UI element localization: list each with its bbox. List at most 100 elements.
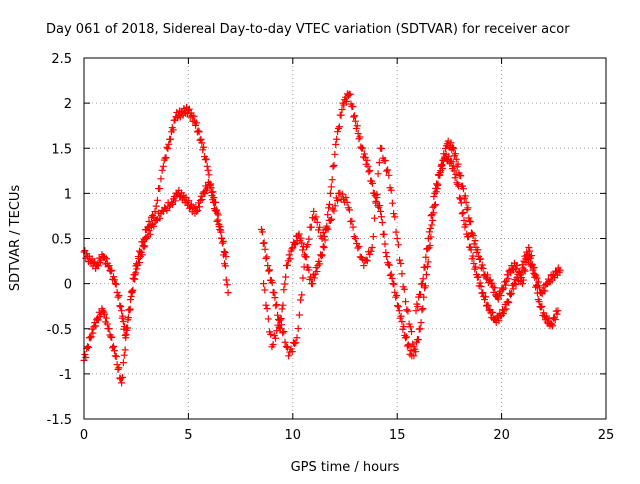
data-point-interp (145, 217, 153, 225)
y-tick-label: -0.5 (47, 323, 72, 338)
data-point-interp (158, 166, 166, 174)
data-point-interp (195, 203, 203, 211)
data-point-interp (494, 295, 502, 303)
data-point-interp (462, 221, 470, 229)
data-point-interp (121, 346, 129, 354)
tick-layer: 0 5 10 15 20 25 -1.5 -1 -0.5 0 0.5 1 1.5 2 2.5 (47, 52, 615, 443)
data-point-interp (269, 341, 277, 349)
data-point-interp (382, 167, 390, 175)
data-point (293, 334, 301, 342)
data-point-interp (540, 309, 548, 317)
data-point-interp (112, 352, 120, 360)
data-point-interp (117, 303, 125, 311)
data-point-interp (541, 287, 549, 295)
data-point (368, 244, 376, 252)
data-point-interp (449, 143, 457, 151)
data-point-interp (298, 239, 306, 247)
data-point-interp (459, 209, 467, 217)
data-point-interp (104, 263, 112, 271)
data-point-interp (190, 112, 198, 120)
x-axis-title: GPS time / hours (291, 460, 400, 475)
data-point-interp (288, 348, 296, 356)
data-point-interp (213, 209, 221, 217)
data-point-interp (503, 271, 511, 279)
data-point-interp (273, 327, 281, 335)
data-point-interp (214, 211, 222, 219)
data-point-interp (149, 221, 157, 229)
data-point (437, 162, 445, 170)
data-point-interp (112, 280, 120, 288)
data-point-interp (474, 273, 482, 281)
data-point-interp (375, 159, 383, 167)
x-tick-label: 0 (80, 428, 88, 443)
data-point-interp (479, 264, 487, 272)
data-point-interp (349, 223, 357, 231)
data-point-interp (519, 276, 527, 284)
data-point-interp (127, 288, 135, 296)
data-point-interp (156, 214, 164, 222)
data-point-interp (282, 273, 290, 281)
data-point-interp (200, 143, 208, 151)
data-point-interp (390, 210, 398, 218)
data-point-interp (110, 342, 118, 350)
data-point-interp (502, 305, 510, 313)
data-point-interp (192, 119, 200, 127)
data-point-interp (331, 202, 339, 210)
data-point-interp (221, 262, 229, 270)
data-point-interp (87, 333, 95, 341)
data-point-interp (92, 322, 100, 330)
data-point-interp (281, 280, 289, 288)
data-point-interp (396, 256, 404, 264)
data-point-interp (385, 261, 393, 269)
data-point-interp (297, 296, 305, 304)
data-point-interp (351, 112, 359, 120)
data-point-interp (392, 228, 400, 236)
data-point-interp (102, 314, 110, 322)
data-point (410, 352, 418, 360)
data-point-interp (440, 150, 448, 158)
data-point (203, 162, 211, 170)
data-point-interp (366, 167, 374, 175)
data-point-interp (153, 196, 161, 204)
data-point-interp (469, 232, 477, 240)
data-point-interp (392, 293, 400, 301)
data-point-interp (198, 139, 206, 147)
data-point-interp (398, 270, 406, 278)
data-point-interp (220, 251, 228, 259)
grid-layer (84, 58, 606, 419)
data-point-interp (126, 306, 134, 314)
data-point-interp (272, 302, 280, 310)
data-point-interp (484, 271, 492, 279)
data-point (351, 235, 359, 242)
data-point (197, 135, 205, 143)
data-point-interp (367, 247, 375, 255)
data-point-interp (476, 255, 484, 263)
data-point-interp (150, 222, 158, 230)
data-point-interp (359, 153, 367, 161)
data-point-interp (297, 234, 305, 242)
data-point-interp (165, 140, 173, 148)
data-point-interp (422, 253, 430, 261)
data-point-interp (114, 293, 122, 301)
data-point-interp (198, 196, 206, 204)
data-point-interp (312, 213, 320, 221)
data-point-interp (304, 241, 312, 249)
data-point-interp (365, 168, 373, 176)
y-tick-label: 2.5 (51, 52, 72, 67)
data-point-interp (355, 243, 363, 251)
data-point-interp (332, 141, 340, 149)
data-point (376, 207, 384, 215)
data-point (124, 316, 132, 324)
data-point-interp (520, 266, 528, 274)
data-points-layer (80, 90, 564, 387)
data-point-interp (265, 267, 273, 275)
data-point-interp (201, 190, 209, 198)
data-point-interp (447, 157, 455, 165)
data-point-interp (316, 223, 324, 231)
data-point-interp (501, 278, 509, 286)
data-point-interp (513, 261, 521, 269)
data-point-interp (152, 216, 160, 224)
data-point-interp (426, 224, 434, 232)
data-point-interp (156, 185, 164, 193)
data-point-interp (149, 212, 157, 220)
